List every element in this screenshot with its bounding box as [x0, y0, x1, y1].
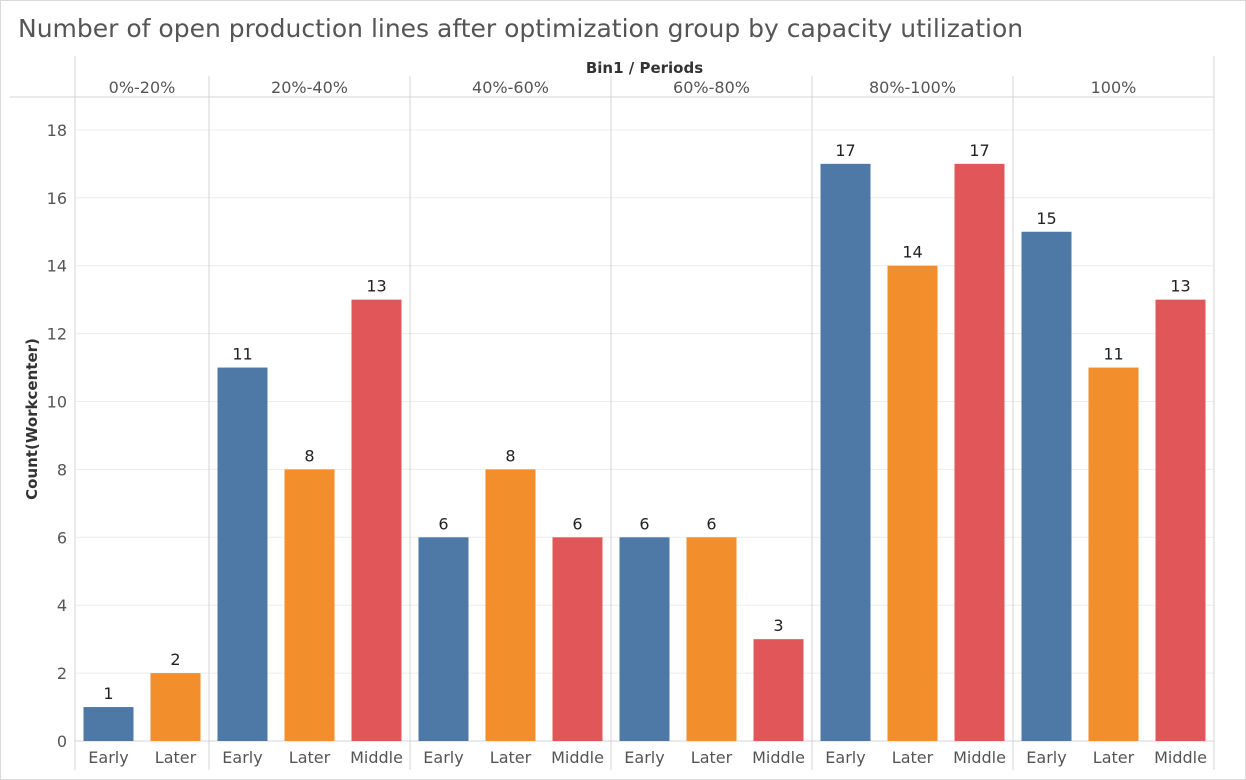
bar-early: [820, 163, 871, 742]
data-label: 13: [366, 277, 386, 296]
bar-later: [887, 265, 938, 741]
data-label: 1: [103, 684, 113, 703]
bar-early: [217, 367, 268, 741]
data-label: 6: [639, 514, 649, 533]
bar-middle: [351, 299, 402, 741]
y-tick-label: 10: [47, 393, 67, 412]
data-label: 15: [1036, 209, 1056, 228]
y-tick-label: 14: [47, 257, 67, 276]
bar-early: [83, 707, 134, 741]
x-tick-label: Early: [624, 748, 664, 767]
x-tick-label: Early: [423, 748, 463, 767]
y-tick-label: 4: [57, 596, 67, 615]
data-label: 6: [438, 514, 448, 533]
x-tick-label: Middle: [953, 748, 1006, 767]
bar-middle: [1155, 299, 1206, 741]
bar-early: [418, 537, 469, 741]
bar-later: [686, 537, 737, 741]
data-label: 17: [969, 141, 989, 160]
bar-later: [284, 469, 335, 741]
data-label: 11: [1103, 345, 1123, 364]
group-header-label: 100%: [1091, 78, 1137, 97]
y-tick-label: 2: [57, 664, 67, 683]
x-tick-label: Later: [892, 748, 934, 767]
data-label: 17: [835, 141, 855, 160]
x-tick-label: Middle: [752, 748, 805, 767]
x-tick-label: Middle: [551, 748, 604, 767]
group-header-label: 40%-60%: [472, 78, 549, 97]
y-tick-label: 8: [57, 460, 67, 479]
data-label: 13: [1170, 277, 1190, 296]
data-label: 8: [304, 446, 314, 465]
bar-early: [1021, 231, 1072, 741]
column-header-label: Bin1 / Periods: [586, 59, 703, 77]
group-header-label: 0%-20%: [109, 78, 176, 97]
y-tick-label: 16: [47, 189, 67, 208]
x-tick-label: Later: [1093, 748, 1135, 767]
group-header-label: 60%-80%: [673, 78, 750, 97]
x-tick-label: Middle: [350, 748, 403, 767]
data-label: 6: [572, 514, 582, 533]
x-tick-label: Later: [691, 748, 733, 767]
y-tick-label: 0: [57, 732, 67, 751]
data-label: 3: [773, 616, 783, 635]
bar-later: [485, 469, 536, 741]
group-header-label: 80%-100%: [869, 78, 956, 97]
y-tick-label: 12: [47, 325, 67, 344]
data-label: 11: [232, 345, 252, 364]
data-label: 6: [706, 514, 716, 533]
x-tick-label: Early: [1026, 748, 1066, 767]
bar-later: [1088, 367, 1139, 741]
y-tick-label: 6: [57, 528, 67, 547]
x-tick-label: Later: [155, 748, 197, 767]
y-tick-label: 18: [47, 121, 67, 140]
bar-early: [619, 537, 670, 741]
x-tick-label: Later: [490, 748, 532, 767]
x-tick-label: Early: [88, 748, 128, 767]
bar-middle: [954, 163, 1005, 742]
x-tick-label: Early: [222, 748, 262, 767]
y-axis-label: Count(Workcenter): [23, 338, 41, 500]
x-tick-label: Middle: [1154, 748, 1207, 767]
group-header-label: 20%-40%: [271, 78, 348, 97]
bar-middle: [753, 639, 804, 741]
chart-title: Number of open production lines after op…: [18, 14, 1024, 43]
data-label: 8: [505, 446, 515, 465]
x-tick-label: Early: [825, 748, 865, 767]
bar-later: [150, 673, 201, 741]
x-tick-label: Later: [289, 748, 331, 767]
data-label: 14: [902, 243, 922, 262]
bar-middle: [552, 537, 603, 741]
data-label: 2: [170, 650, 180, 669]
